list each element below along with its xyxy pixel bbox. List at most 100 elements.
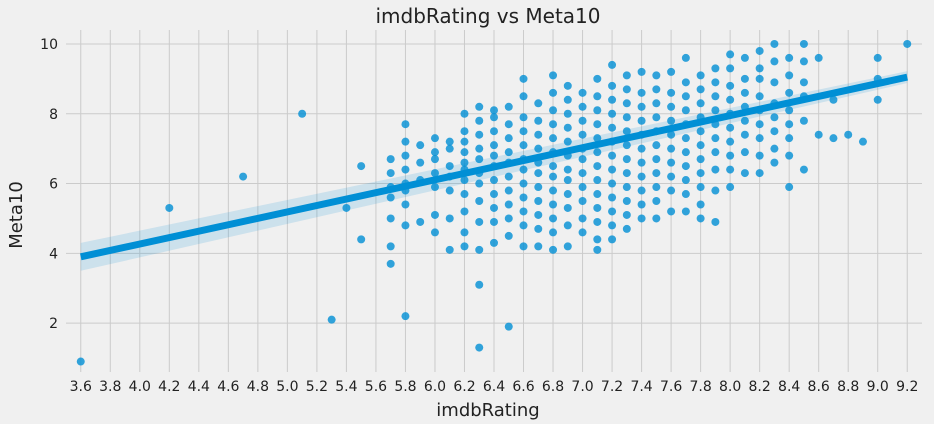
data-point: [755, 74, 764, 83]
data-point: [519, 165, 528, 174]
x-tick-label: 8.8: [837, 379, 859, 395]
data-point: [578, 130, 587, 139]
data-point: [711, 186, 720, 195]
data-point: [534, 210, 543, 219]
data-point: [696, 169, 705, 178]
data-point: [608, 221, 617, 230]
data-point: [785, 134, 794, 143]
data-point: [755, 92, 764, 101]
data-point: [549, 186, 558, 195]
data-point: [445, 137, 454, 146]
x-tick-label: 4.8: [247, 379, 269, 395]
data-point: [740, 88, 749, 97]
y-tick-label: 8: [49, 107, 58, 123]
data-point: [799, 78, 808, 87]
data-point: [844, 130, 853, 139]
data-point: [549, 172, 558, 181]
data-point: [608, 151, 617, 160]
data-point: [652, 113, 661, 122]
data-point: [608, 193, 617, 202]
data-point: [549, 88, 558, 97]
data-point: [652, 141, 661, 150]
data-point: [475, 179, 484, 188]
data-point: [519, 92, 528, 101]
data-point: [696, 127, 705, 136]
data-point: [549, 120, 558, 129]
data-point: [445, 214, 454, 223]
data-point: [799, 57, 808, 66]
regression-line: [80, 73, 908, 261]
x-tick-label: 3.8: [99, 379, 121, 395]
data-point: [622, 113, 631, 122]
data-point: [430, 183, 439, 192]
data-point: [549, 134, 558, 143]
data-point: [563, 95, 572, 104]
data-point: [445, 162, 454, 171]
x-tick-label: 4.6: [217, 379, 239, 395]
data-point: [460, 127, 469, 136]
data-point: [667, 172, 676, 181]
y-axis-label: Meta10: [6, 181, 27, 249]
data-point: [401, 165, 410, 174]
data-point: [490, 127, 498, 136]
data-point: [490, 113, 498, 122]
data-point: [593, 134, 602, 143]
data-point: [563, 137, 572, 146]
data-point: [578, 102, 587, 111]
data-point: [504, 322, 513, 331]
data-point: [785, 53, 794, 62]
data-point: [696, 141, 705, 150]
data-point: [711, 134, 720, 143]
data-point: [814, 130, 823, 139]
data-point: [578, 155, 587, 164]
data-point: [534, 197, 543, 205]
data-point: [416, 217, 425, 226]
data-point: [667, 88, 676, 97]
data-point: [504, 134, 513, 143]
data-point: [593, 106, 602, 115]
data-point: [770, 57, 779, 66]
data-point: [608, 123, 617, 132]
data-point: [903, 39, 912, 48]
data-point: [785, 88, 794, 97]
data-point: [460, 176, 469, 185]
data-point: [519, 179, 528, 188]
data-point: [711, 106, 720, 115]
data-point: [519, 113, 528, 122]
x-tick-label: 4.2: [158, 379, 180, 395]
data-point: [504, 231, 513, 240]
data-point: [578, 214, 587, 223]
data-point: [652, 99, 661, 108]
y-tick-label: 2: [49, 316, 58, 332]
data-point: [622, 183, 631, 192]
data-point: [445, 144, 454, 153]
data-point: [622, 155, 631, 164]
data-point: [799, 116, 808, 125]
data-point: [770, 78, 779, 87]
data-point: [593, 217, 602, 226]
data-point: [357, 162, 366, 171]
data-point: [740, 74, 749, 83]
data-point: [386, 155, 395, 164]
data-point: [740, 148, 749, 157]
x-tick-label: 7.4: [630, 379, 652, 395]
data-point: [430, 148, 439, 157]
data-point: [401, 312, 410, 321]
data-point: [475, 197, 484, 205]
data-point: [829, 134, 838, 143]
data-point: [298, 109, 307, 118]
data-point: [490, 151, 498, 160]
data-point: [799, 39, 808, 48]
data-point: [490, 106, 498, 115]
data-point: [622, 71, 631, 80]
data-point: [504, 200, 513, 209]
x-axis-label: imdbRating: [436, 400, 539, 421]
data-point: [785, 106, 794, 115]
data-point: [549, 228, 558, 237]
data-point: [549, 200, 558, 209]
data-point: [770, 113, 779, 122]
data-point: [740, 130, 749, 139]
data-point: [76, 357, 85, 366]
data-point: [460, 158, 469, 167]
data-point: [726, 123, 735, 132]
